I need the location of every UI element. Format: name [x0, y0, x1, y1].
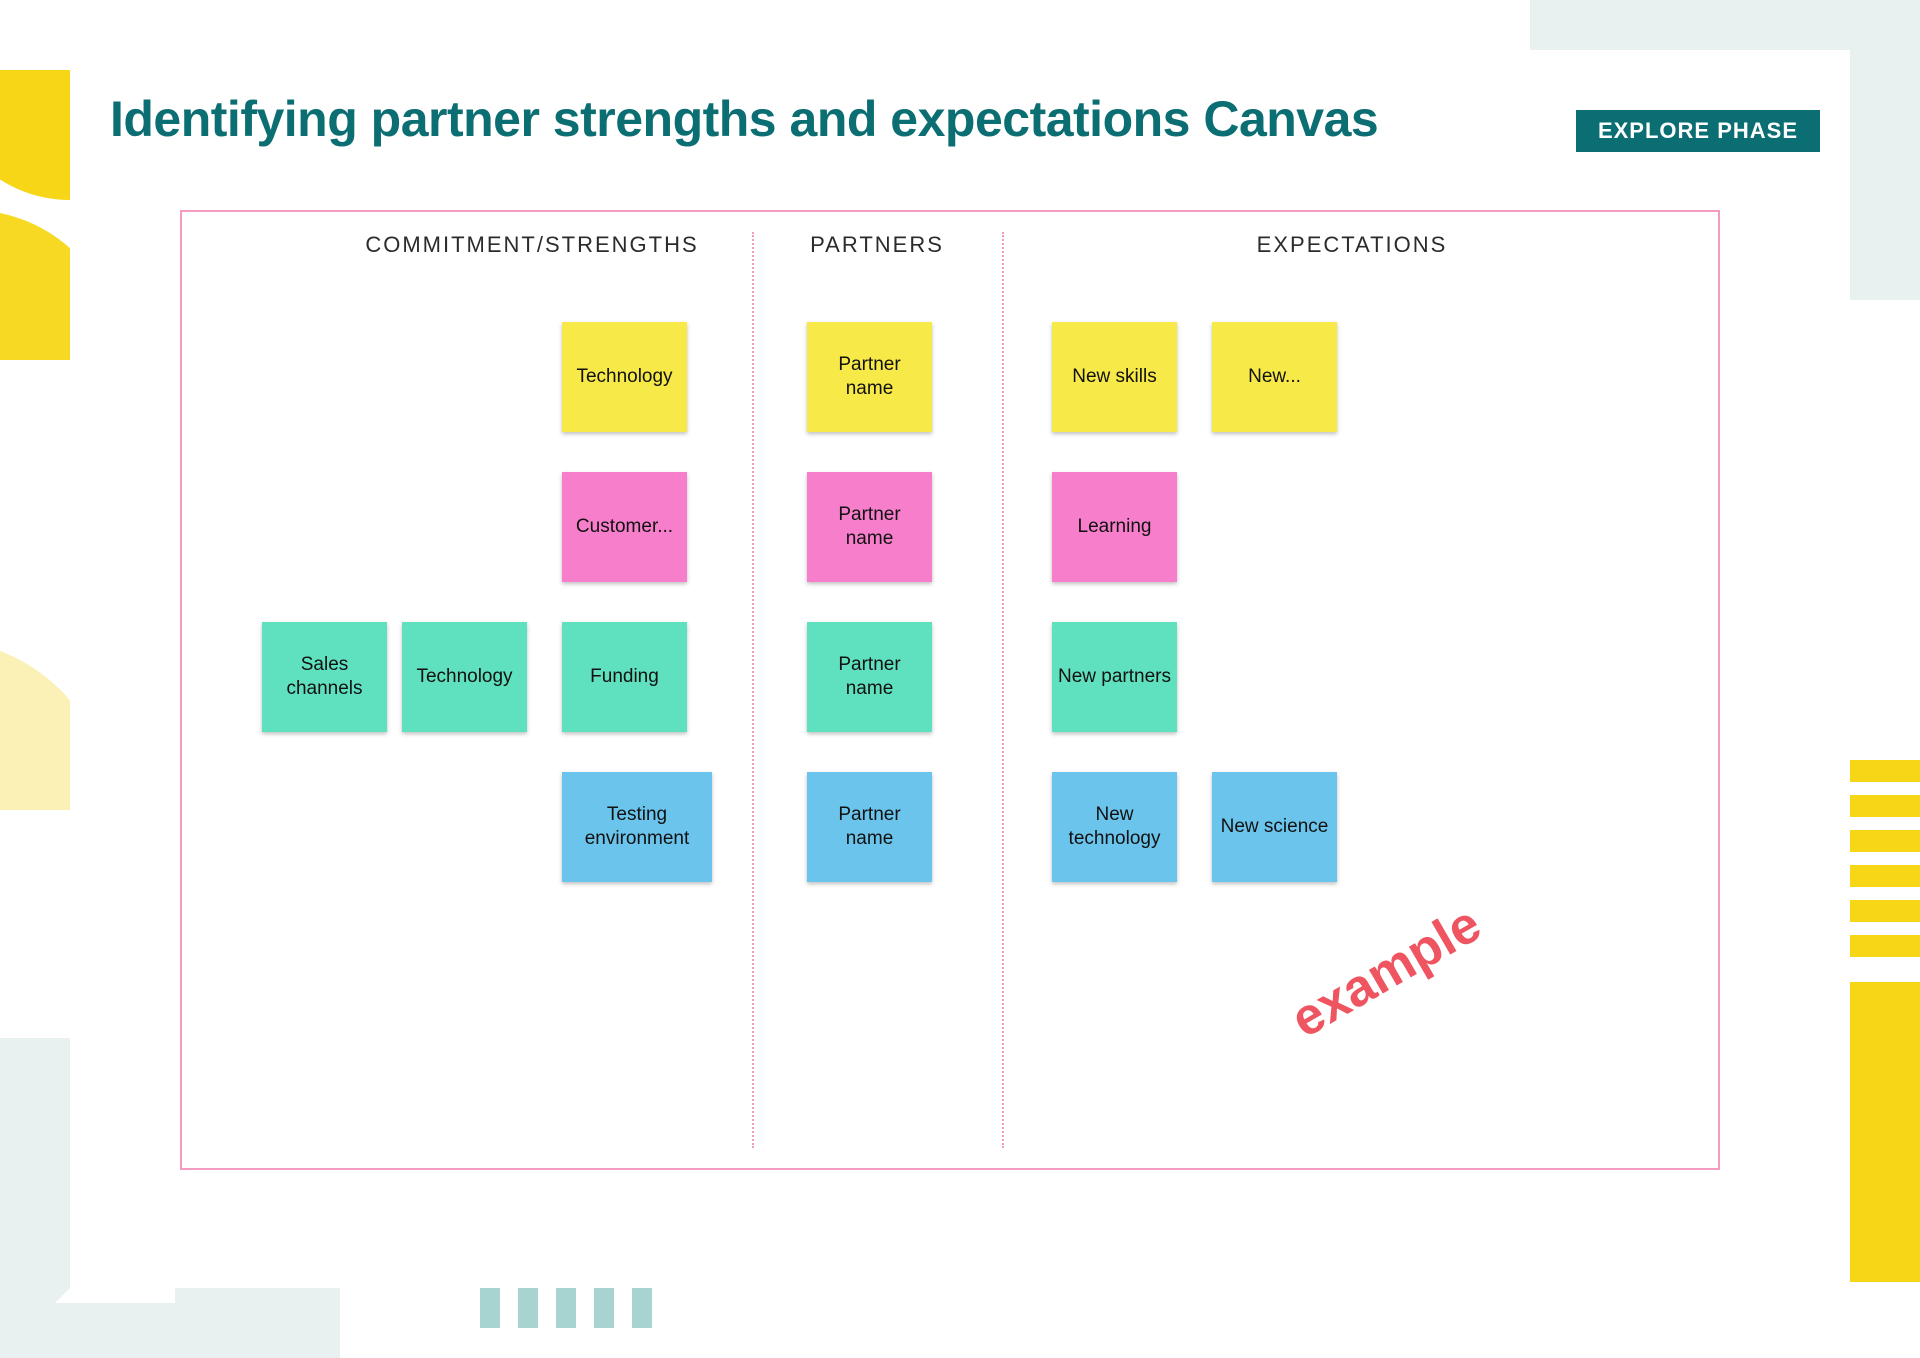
sticky-note[interactable]: New skills — [1052, 322, 1177, 432]
partner-canvas: example COMMITMENT/STRENGTHS PARTNERS EXPE… — [180, 210, 1720, 1170]
sticky-note[interactable]: Partner name — [807, 772, 932, 882]
column-header-expectations: EXPECTATIONS — [1202, 232, 1502, 258]
sticky-note[interactable]: Partner name — [807, 322, 932, 432]
sticky-note[interactable]: New partners — [1052, 622, 1177, 732]
phase-badge: EXPLORE PHASE — [1576, 110, 1820, 152]
sticky-note[interactable]: Sales channels — [262, 622, 387, 732]
sticky-note[interactable]: New science — [1212, 772, 1337, 882]
page-title: Identifying partner strengths and expect… — [110, 90, 1378, 148]
sticky-note[interactable]: Funding — [562, 622, 687, 732]
example-watermark: example — [1281, 894, 1491, 1050]
sticky-note[interactable]: Technology — [402, 622, 527, 732]
column-divider — [752, 232, 754, 1148]
sticky-note[interactable]: Customer... — [562, 472, 687, 582]
sticky-note[interactable]: New... — [1212, 322, 1337, 432]
column-header-commitment: COMMITMENT/STRENGTHS — [332, 232, 732, 258]
sticky-note[interactable]: Learning — [1052, 472, 1177, 582]
sticky-note[interactable]: Partner name — [807, 472, 932, 582]
sticky-note[interactable]: Testing environment — [562, 772, 712, 882]
sticky-note[interactable]: New technology — [1052, 772, 1177, 882]
column-divider — [1002, 232, 1004, 1148]
content-sheet: Identifying partner strengths and expect… — [70, 50, 1850, 1288]
sticky-note[interactable]: Partner name — [807, 622, 932, 732]
column-header-partners: PARTNERS — [787, 232, 967, 258]
sticky-note[interactable]: Technology — [562, 322, 687, 432]
